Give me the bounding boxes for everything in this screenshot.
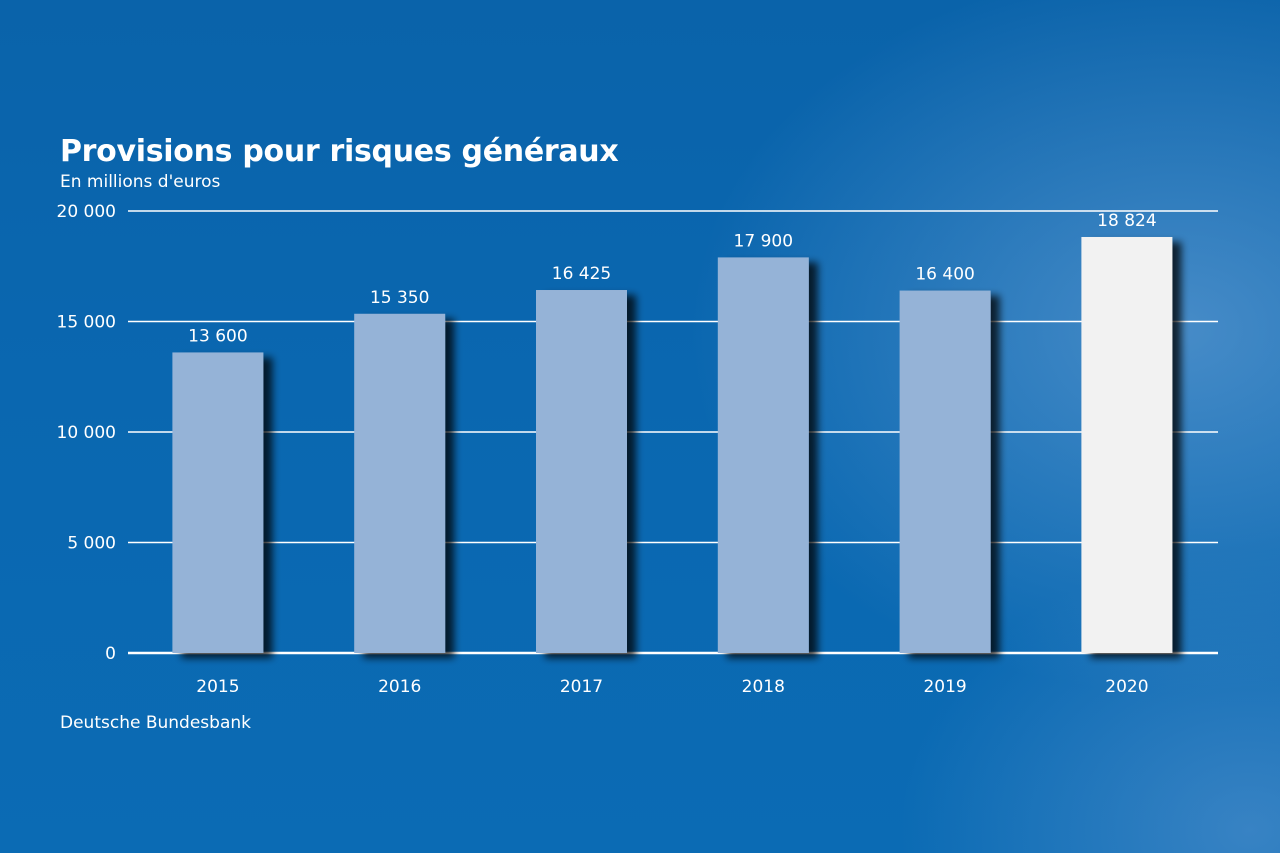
x-tick-label-2020: 2020 <box>1105 677 1148 697</box>
x-tick-label-2019: 2019 <box>923 677 966 697</box>
bar-2020 <box>1081 236 1173 653</box>
chart-title: Provisions pour risques généraux <box>60 134 619 169</box>
bar-2017 <box>536 290 627 653</box>
y-tick-label: 20 000 <box>57 202 116 222</box>
value-label-2018: 17 900 <box>734 231 793 251</box>
x-tick-label-2017: 2017 <box>560 677 603 697</box>
y-tick-label: 0 <box>105 644 116 664</box>
value-label-2019: 16 400 <box>915 265 974 285</box>
bar-2016 <box>354 313 446 653</box>
x-tick-label-2018: 2018 <box>742 677 785 697</box>
source-note: Deutsche Bundesbank <box>60 713 251 733</box>
x-tick-label-2016: 2016 <box>378 677 421 697</box>
y-tick-label: 5 000 <box>67 534 116 554</box>
value-label-2015: 13 600 <box>188 326 247 346</box>
value-label-2016: 15 350 <box>370 288 429 308</box>
bar-2018 <box>717 257 809 653</box>
bar-2015 <box>172 352 264 653</box>
x-tick-label-2015: 2015 <box>196 677 239 697</box>
bar-2019 <box>899 290 991 653</box>
chart-subtitle: En millions d'euros <box>60 172 221 192</box>
value-label-2020: 18 824 <box>1097 211 1156 231</box>
y-tick-label: 15 000 <box>57 313 116 333</box>
gridlines <box>128 210 1218 655</box>
y-tick-label: 10 000 <box>57 423 116 443</box>
value-label-2017: 16 425 <box>552 264 611 284</box>
bars <box>172 236 1173 653</box>
labels: 0 5 000 10 000 15 000 20 000 13 600 2015 15 350… <box>57 202 1157 697</box>
